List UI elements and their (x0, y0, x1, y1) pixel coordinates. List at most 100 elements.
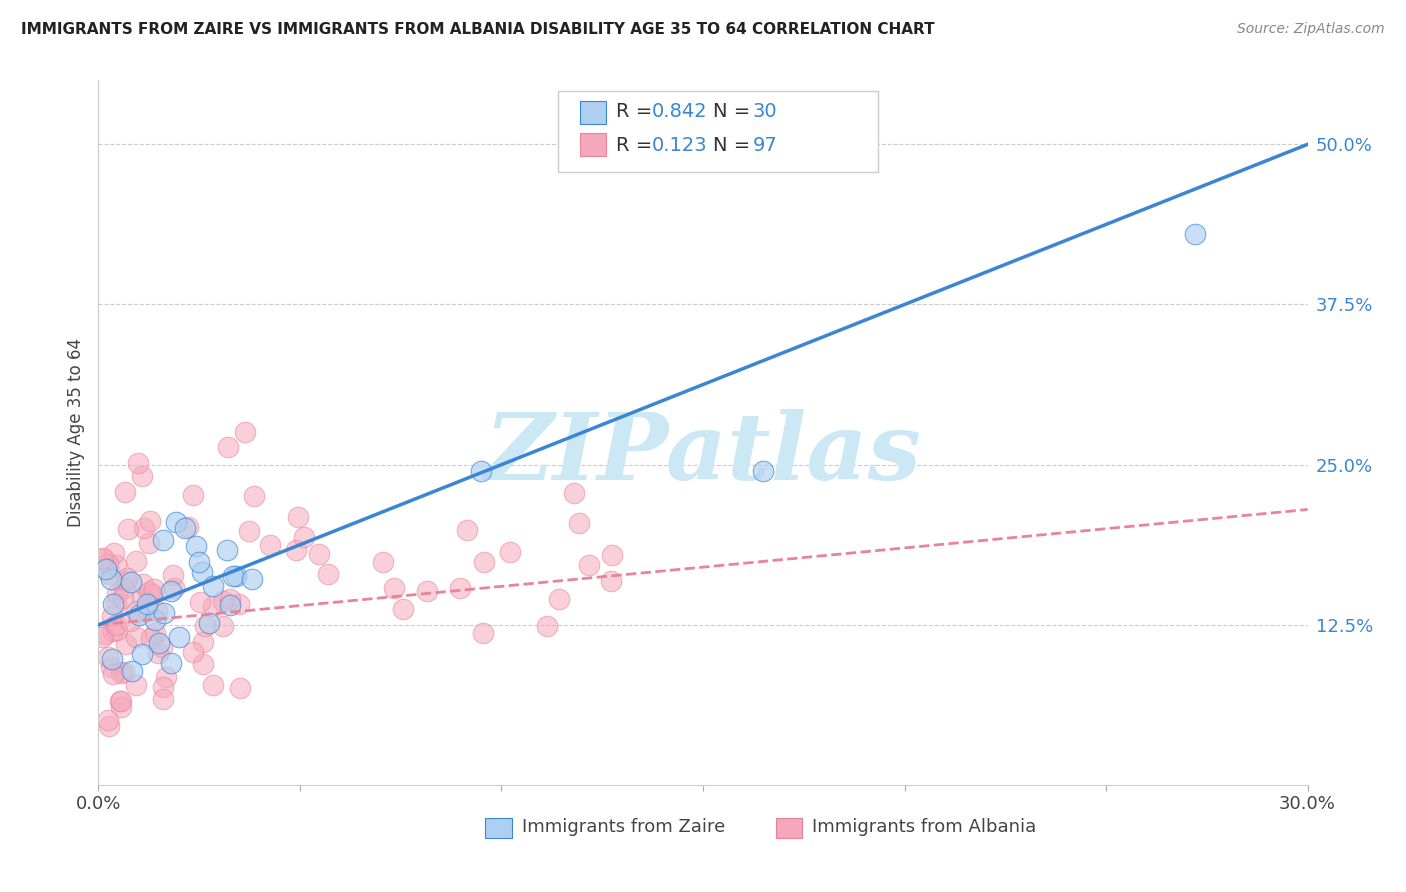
Point (153, 607, 176, 621)
Point (146, 604, 169, 618)
Point (105, 623, 128, 637)
Text: ZIPatlas: ZIPatlas (485, 409, 921, 499)
Point (160, 584, 183, 599)
Point (217, 440, 239, 454)
Text: 97: 97 (752, 136, 778, 154)
Point (371, 555, 394, 569)
Point (103, 546, 125, 560)
Bar (579, 101, 606, 124)
Point (91, 551, 114, 566)
Point (139, 631, 162, 645)
Point (138, 515, 160, 529)
Text: 0.123: 0.123 (652, 136, 707, 154)
Point (135, 600, 157, 615)
Point (110, 665, 132, 680)
Point (117, 522, 139, 536)
Point (752, 464, 775, 478)
Point (188, 555, 211, 569)
Point (150, 640, 173, 654)
Point (229, 681, 252, 695)
Point (94, 561, 117, 575)
Point (105, 587, 128, 601)
Point (131, 647, 153, 661)
Point (177, 520, 200, 534)
Point (599, 574, 621, 589)
Point (184, 539, 207, 553)
Text: R =: R = (616, 136, 665, 154)
Point (287, 510, 309, 524)
Bar (579, 133, 606, 156)
Point (198, 616, 221, 631)
Point (240, 572, 263, 586)
Point (316, 567, 339, 582)
Point (292, 530, 315, 544)
Point (194, 618, 217, 632)
Point (183, 645, 205, 659)
Point (125, 631, 148, 645)
Point (135, 597, 157, 611)
Point (120, 615, 142, 629)
Point (562, 485, 585, 500)
Point (138, 535, 160, 549)
Point (221, 568, 243, 582)
Point (115, 571, 138, 585)
Point (104, 596, 127, 610)
Point (568, 516, 591, 530)
Point (217, 543, 239, 558)
Point (548, 591, 571, 606)
Point (259, 538, 281, 552)
Point (143, 582, 166, 596)
Point (472, 626, 495, 640)
Point (138, 585, 160, 599)
Point (188, 595, 211, 609)
FancyBboxPatch shape (558, 91, 879, 172)
Point (160, 656, 183, 670)
Point (155, 670, 177, 684)
Point (94, 627, 117, 641)
Point (212, 594, 235, 608)
Point (308, 547, 330, 561)
Point (167, 630, 190, 644)
Point (163, 581, 186, 595)
Point (132, 577, 155, 591)
Point (416, 584, 439, 599)
Point (472, 555, 495, 569)
Bar (485, 818, 512, 838)
Text: R =: R = (616, 103, 658, 121)
Point (100, 572, 122, 586)
Point (98, 566, 121, 581)
Text: Immigrants from Albania: Immigrants from Albania (811, 818, 1036, 836)
Point (191, 635, 214, 649)
Text: N =: N = (713, 136, 756, 154)
Point (225, 569, 247, 583)
Point (152, 692, 174, 706)
Point (391, 602, 413, 616)
Point (97, 713, 120, 727)
Bar (776, 818, 803, 838)
Point (152, 533, 174, 547)
Point (112, 591, 135, 606)
Point (202, 678, 225, 692)
Point (110, 694, 132, 708)
Point (110, 694, 132, 708)
Point (91, 550, 114, 565)
Point (148, 646, 170, 660)
Point (578, 558, 600, 573)
Point (112, 665, 135, 679)
Point (114, 484, 136, 499)
Point (173, 520, 195, 534)
Point (600, 549, 623, 563)
Point (143, 626, 166, 640)
Point (97, 650, 120, 665)
Point (201, 579, 224, 593)
Point (238, 524, 260, 539)
Point (121, 665, 143, 679)
Text: Source: ZipAtlas.com: Source: ZipAtlas.com (1237, 22, 1385, 37)
Point (152, 680, 174, 694)
Point (97, 558, 120, 572)
Point (141, 587, 163, 601)
Point (105, 618, 128, 632)
Point (382, 581, 405, 595)
Point (124, 604, 146, 618)
Point (183, 488, 205, 502)
